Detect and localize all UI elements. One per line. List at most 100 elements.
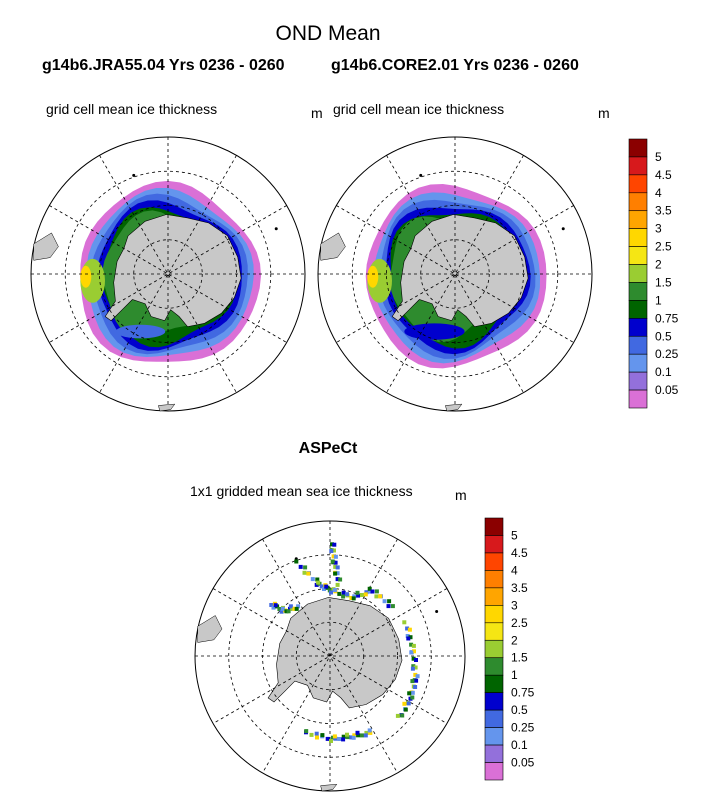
map-obs-obs-cell	[367, 728, 372, 733]
map-obs-obs-cell	[408, 635, 413, 640]
map-obs-obs-cell	[319, 584, 324, 589]
map-obs-south-america	[197, 615, 223, 643]
subtitle-jra55: g14b6.JRA55.04 Yrs 0236 - 0260	[42, 57, 285, 74]
map-obs-obs-cell	[330, 559, 335, 564]
map-obs-obs-cell	[337, 591, 342, 596]
map-obs-obs-cell	[349, 596, 354, 600]
map-obs-obs-cell	[330, 542, 334, 547]
map-obs-obs-cell	[402, 620, 407, 625]
map-obs-obs-cell	[382, 599, 387, 604]
panel-left-label: grid cell mean ice thickness	[46, 101, 218, 117]
map-obs-obs-cell	[355, 730, 360, 735]
map-obs-obs-cell	[333, 736, 338, 741]
map-obs-obs-cell	[337, 737, 342, 741]
map-obs-obs-cell	[332, 734, 337, 739]
map-obs-obs-cell	[356, 733, 361, 738]
map-obs-obs-cell	[352, 594, 357, 599]
map-obs-obs-cell	[332, 588, 337, 593]
map-obs-obs-cell	[329, 739, 333, 743]
map-obs-obs-cell	[277, 607, 282, 611]
map-obs-obs-cell	[351, 596, 356, 601]
map-obs-obs-cell	[335, 577, 340, 582]
map-left-antarctica	[104, 214, 242, 328]
map-left-graticule	[31, 137, 305, 411]
map-obs-obs-cell	[310, 577, 315, 582]
map-obs-obs-cell	[410, 666, 415, 671]
map-obs-obs-cell	[364, 730, 369, 735]
map-obs-obs-cell	[403, 707, 408, 712]
map-obs-obs-cell	[335, 582, 340, 587]
map-obs-obs-cell	[411, 664, 416, 669]
map-obs-obs-cell	[400, 713, 405, 718]
map-obs-obs-cell	[286, 609, 291, 614]
map-left-south-america	[33, 232, 59, 261]
map-obs-obs-cell	[329, 590, 333, 595]
map-obs-obs-cell	[374, 589, 379, 594]
map-left-island	[274, 227, 278, 231]
map-obs-obs-cell	[333, 554, 338, 559]
map-obs-obs-cell	[304, 729, 309, 734]
map-obs-obs-cell	[407, 691, 412, 696]
map-obs-obs-cell	[324, 584, 329, 589]
map-obs-obs-cell	[360, 733, 364, 738]
map-obs-obs-cell	[390, 604, 395, 609]
map-obs-obs-cell	[309, 732, 314, 737]
map-obs-island	[435, 609, 439, 613]
obs-label: 1x1 gridded mean sea ice thickness	[190, 483, 413, 499]
map-obs-obs-cell	[368, 730, 373, 735]
map-obs-obs-cell	[345, 732, 349, 737]
obs-title: ASPeCt	[298, 440, 358, 457]
map-obs-obs-cell	[402, 701, 407, 706]
map-obs-obs-cell	[360, 593, 364, 597]
map-obs-obs-cell	[406, 636, 411, 641]
map-obs-obs-cell	[314, 582, 319, 587]
map-obs-obs-cell	[333, 564, 338, 569]
map-obs-obs-cell	[341, 737, 346, 742]
map-obs-obs-cell	[325, 736, 330, 741]
map-obs-obs-cell	[296, 604, 301, 609]
map-obs-obs-cell	[363, 592, 368, 597]
map-obs-obs-cell	[410, 679, 415, 684]
map-left-new-zealand	[158, 403, 176, 412]
map-obs-obs-cell	[333, 560, 338, 565]
panel-right-unit: m	[598, 105, 610, 121]
map-obs-obs-cell	[368, 589, 373, 594]
map-obs-obs-cell	[315, 577, 320, 582]
map-left-ross-sea	[115, 324, 166, 339]
map-obs-obs-cell	[410, 690, 415, 695]
map-obs-obs-cell	[395, 713, 400, 718]
map-obs-obs-cell	[279, 609, 284, 614]
map-obs-obs-cell	[327, 588, 332, 593]
map-obs-obs-cell	[414, 658, 418, 662]
map-obs-obs-cell	[320, 733, 325, 738]
map-obs-obs-cell	[294, 559, 299, 564]
map-obs-obs-cell	[298, 564, 303, 569]
map-obs-obs-cell	[409, 650, 414, 655]
obs-unit: m	[455, 487, 467, 503]
map-obs-obs-cell	[341, 594, 346, 599]
map-obs-obs-cell	[316, 580, 321, 585]
map-obs-obs-cell	[411, 656, 416, 661]
panel-left-unit: m	[311, 105, 323, 121]
map-obs-obs-cell	[374, 594, 379, 599]
map-obs-obs-cell	[335, 571, 340, 576]
panel-right-label: grid cell mean ice thickness	[333, 101, 505, 117]
figure-title: OND Mean	[275, 22, 381, 45]
map-obs-obs-cell	[345, 735, 350, 740]
map-obs-obs-cell	[303, 565, 308, 570]
map-obs-obs-cell	[345, 592, 349, 597]
map-right-south-america	[320, 232, 346, 261]
map-right-island	[561, 227, 565, 231]
map-right-ice-patch	[367, 265, 379, 288]
map-obs-obs-cell	[351, 735, 356, 740]
map-obs-obs-cell	[387, 599, 392, 604]
map-obs-obs-cell	[288, 606, 292, 611]
map-obs-obs-cell	[314, 731, 319, 736]
map-obs-obs-cell	[331, 554, 336, 559]
map-obs-obs-cell	[273, 603, 278, 608]
map-obs-obs-cell	[294, 606, 299, 611]
map-obs-obs-cell	[407, 627, 412, 632]
map-obs-obs-cell	[406, 701, 411, 706]
map-obs-obs-cell	[370, 589, 375, 594]
